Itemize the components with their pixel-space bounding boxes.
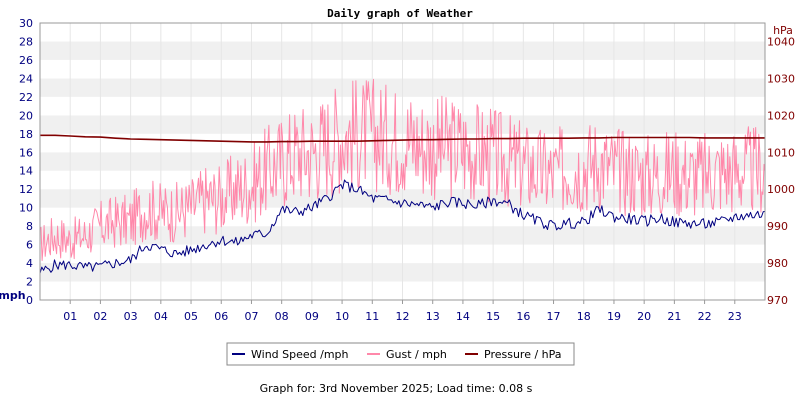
legend-label-wind-speed: Wind Speed /mph <box>251 348 349 361</box>
left-tick-label: 24 <box>19 72 33 85</box>
left-tick-label: 0 <box>26 294 33 307</box>
left-tick-label: 4 <box>26 257 33 270</box>
left-tick-label: 10 <box>19 202 33 215</box>
x-tick-label: 07 <box>244 310 258 323</box>
left-tick-label: 12 <box>19 183 33 196</box>
left-tick-label: 26 <box>19 54 33 67</box>
right-tick-label: 990 <box>767 220 788 233</box>
series-layer <box>39 78 766 274</box>
right-axis-unit: hPa <box>773 24 793 37</box>
x-tick-label: 23 <box>728 310 742 323</box>
x-tick-label: 13 <box>426 310 440 323</box>
left-tick-label: 28 <box>19 35 33 48</box>
x-tick-label: 01 <box>63 310 77 323</box>
left-tick-label: 18 <box>19 128 33 141</box>
x-tick-label: 18 <box>577 310 591 323</box>
grid-bands <box>40 23 765 300</box>
x-tick-label: 08 <box>275 310 289 323</box>
x-tick-label: 17 <box>547 310 561 323</box>
x-tick-label: 10 <box>335 310 349 323</box>
chart-title: Daily graph of Weather <box>327 7 473 20</box>
x-tick-label: 11 <box>365 310 379 323</box>
legend: Wind Speed /mph Gust / mph Pressure / hP… <box>226 342 575 366</box>
legend-label-gust: Gust / mph <box>386 348 447 361</box>
legend-label-pressure: Pressure / hPa <box>484 348 562 361</box>
left-tick-label: 16 <box>19 146 33 159</box>
x-tick-label: 20 <box>637 310 651 323</box>
footer-info: Graph for: 3rd November 2025; Load time:… <box>260 382 533 395</box>
left-tick-label: 20 <box>19 109 33 122</box>
right-axis-ticks: 970 980 990 1000 1010 1020 1030 1040 <box>767 35 795 307</box>
x-tick-label: 19 <box>607 310 621 323</box>
x-tick-label: 21 <box>667 310 681 323</box>
right-tick-label: 1020 <box>767 109 795 122</box>
left-tick-label: 22 <box>19 91 33 104</box>
left-tick-label: 30 <box>19 17 33 30</box>
x-tick-label: 02 <box>93 310 107 323</box>
right-tick-label: 970 <box>767 294 788 307</box>
x-tick-label: 06 <box>214 310 228 323</box>
right-tick-label: 1010 <box>767 146 795 159</box>
x-tick-label: 14 <box>456 310 470 323</box>
left-tick-label: 14 <box>19 165 33 178</box>
x-tick-label: 22 <box>698 310 712 323</box>
x-axis-ticks: 01 02 03 04 05 06 07 08 09 10 11 12 13 14 15 16 17 18 19 20… <box>63 300 742 323</box>
legend-box <box>226 342 575 366</box>
x-tick-label: 03 <box>124 310 138 323</box>
left-tick-label: 2 <box>26 276 33 289</box>
right-tick-label: 980 <box>767 257 788 270</box>
x-tick-label: 16 <box>516 310 530 323</box>
x-tick-label: 15 <box>486 310 500 323</box>
left-axis-unit: mph <box>0 289 26 302</box>
right-tick-label: 1030 <box>767 72 795 85</box>
right-tick-label: 1040 <box>767 35 795 48</box>
series-line-gust <box>39 78 766 261</box>
x-tick-label: 05 <box>184 310 198 323</box>
x-tick-label: 09 <box>305 310 319 323</box>
left-tick-label: 8 <box>26 220 33 233</box>
x-tick-label: 04 <box>154 310 168 323</box>
series-line-pressure <box>40 134 765 143</box>
left-tick-label: 6 <box>26 239 33 252</box>
series-line-wind-speed <box>39 179 766 274</box>
x-tick-label: 12 <box>396 310 410 323</box>
right-tick-label: 1000 <box>767 183 795 196</box>
